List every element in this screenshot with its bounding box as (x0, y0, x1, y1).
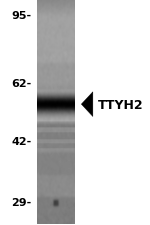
Text: 29-: 29- (12, 197, 32, 207)
Text: TTYH2: TTYH2 (98, 98, 144, 111)
Text: 42-: 42- (12, 137, 32, 146)
Text: 95-: 95- (12, 11, 32, 21)
Text: 62-: 62- (12, 79, 32, 88)
Polygon shape (81, 92, 93, 117)
